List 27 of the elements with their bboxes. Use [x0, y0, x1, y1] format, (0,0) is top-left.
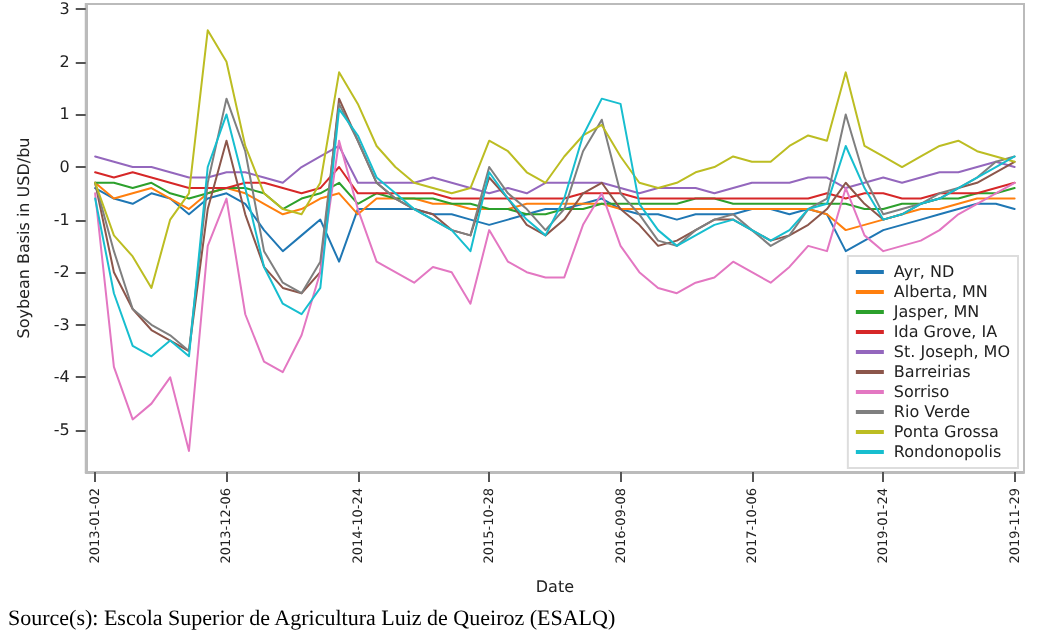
y-tick-label: 3 [59, 0, 70, 19]
y-tick-label: -1 [53, 210, 70, 229]
line-series [94, 181, 1016, 216]
legend-label: Jasper, MN [891, 303, 980, 321]
legend-label: Ayr, ND [893, 263, 955, 281]
y-tick-label: -4 [53, 368, 70, 387]
legend-label: Ida Grove, IA [893, 323, 999, 341]
legend-label: Alberta, MN [893, 283, 988, 301]
line-series [94, 187, 1016, 263]
line-series [94, 181, 1016, 232]
legend-label: Barreirias [893, 363, 971, 381]
legend-label: Rio Verde [893, 403, 971, 421]
legend-label: Rondonopolis [893, 443, 1002, 461]
y-tick-label: 0 [59, 158, 70, 177]
legend-label: Ponta Grossa [893, 423, 1000, 441]
y-axis-title: Soybean Basis in USD/bu [15, 137, 33, 339]
legend-label: Sorriso [893, 383, 950, 401]
y-tick-label: 1 [59, 105, 70, 124]
line-series [94, 166, 1016, 200]
y-tick-label: 2 [59, 52, 70, 71]
y-tick-label: -5 [53, 420, 70, 439]
x-axis-title: Date [535, 578, 575, 597]
line-series [94, 144, 1016, 195]
source-note: Source(s): Escola Superior de Agricultura Luiz de Queiroz (ESALQ) [8, 607, 616, 631]
y-tick-label: -3 [53, 315, 70, 334]
legend-label: St. Joseph, MO [893, 343, 1010, 361]
y-tick-label: -2 [53, 263, 70, 282]
